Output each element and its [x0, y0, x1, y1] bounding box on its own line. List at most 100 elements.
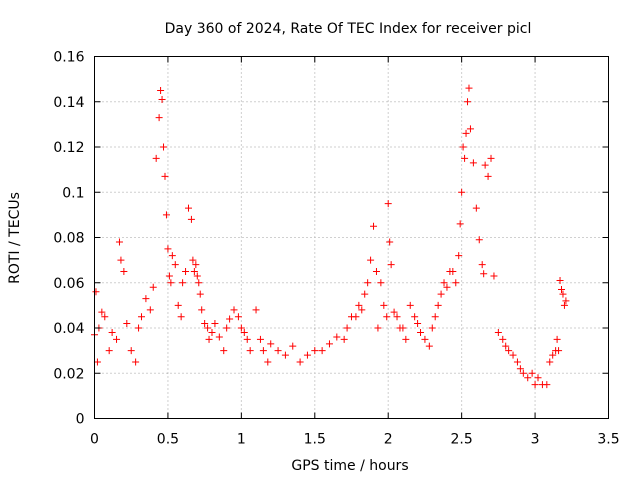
data-point: [519, 369, 527, 377]
data-point: [120, 267, 128, 275]
data-point: [372, 267, 380, 275]
x-tick-label: 3: [531, 432, 540, 448]
data-point: [428, 324, 436, 332]
data-point: [113, 335, 121, 343]
data-point: [475, 236, 483, 244]
data-point: [513, 358, 521, 366]
data-point: [355, 301, 363, 309]
data-point: [402, 335, 410, 343]
data-point: [243, 335, 251, 343]
data-point: [223, 324, 231, 332]
y-axis-title: ROTI / TECUs: [7, 192, 23, 284]
data-point: [220, 347, 228, 355]
data-point: [184, 204, 192, 212]
data-point: [179, 279, 187, 287]
data-point: [195, 279, 203, 287]
data-point: [455, 252, 463, 260]
data-point: [358, 306, 366, 314]
data-point: [205, 335, 213, 343]
data-point: [135, 324, 143, 332]
data-point: [380, 301, 388, 309]
y-tick-label: 0.1: [62, 185, 84, 201]
data-point: [168, 252, 176, 260]
grid: [94, 56, 609, 419]
data-point: [386, 238, 394, 246]
data-point: [425, 342, 433, 350]
data-point: [274, 347, 282, 355]
data-point: [311, 347, 319, 355]
data-point: [399, 324, 407, 332]
data-point: [406, 301, 414, 309]
data-point: [289, 342, 297, 350]
data-point: [434, 301, 442, 309]
data-point: [325, 340, 333, 348]
data-point: [370, 222, 378, 230]
data-point: [256, 335, 264, 343]
data-point: [472, 204, 480, 212]
data-point: [437, 290, 445, 298]
data-point: [281, 351, 289, 359]
data-point: [414, 319, 422, 327]
data-point: [158, 95, 166, 103]
data-point: [208, 329, 216, 337]
data-point: [505, 347, 513, 355]
data-point: [431, 313, 439, 321]
data-point: [449, 267, 457, 275]
data-point: [383, 313, 391, 321]
data-point: [528, 369, 536, 377]
data-point: [516, 365, 524, 373]
data-point: [559, 290, 567, 298]
data-point: [490, 272, 498, 280]
data-point: [267, 340, 275, 348]
data-point: [555, 347, 563, 355]
data-point: [462, 129, 470, 137]
data-point: [93, 358, 101, 366]
data-point: [246, 347, 254, 355]
data-point: [190, 267, 198, 275]
data-point: [487, 154, 495, 162]
data-point: [182, 267, 190, 275]
data-point: [387, 261, 395, 269]
data-point: [240, 329, 248, 337]
data-point: [390, 308, 398, 316]
data-point: [177, 313, 185, 321]
y-tick-label: 0.06: [53, 276, 84, 292]
data-point: [149, 283, 157, 291]
data-point: [318, 347, 326, 355]
data-point: [556, 276, 564, 284]
data-point: [193, 272, 201, 280]
data-point: [443, 283, 451, 291]
data-point: [484, 172, 492, 180]
y-tick-label: 0.08: [53, 231, 84, 247]
x-tick-label: 0.5: [157, 432, 179, 448]
data-point: [132, 358, 140, 366]
data-point: [524, 374, 532, 382]
data-point: [343, 324, 351, 332]
data-point: [440, 279, 448, 287]
data-point: [531, 381, 539, 389]
data-point: [421, 335, 429, 343]
data-point: [459, 143, 467, 151]
data-point: [464, 98, 472, 106]
data-point: [161, 172, 169, 180]
data-point: [361, 290, 369, 298]
data-point: [127, 347, 135, 355]
data-point: [553, 335, 561, 343]
data-point: [211, 319, 219, 327]
data-point: [499, 335, 507, 343]
data-point: [215, 333, 223, 341]
data-point: [137, 313, 145, 321]
y-tick-label: 0.12: [53, 140, 84, 156]
x-tick-label: 1.5: [304, 432, 326, 448]
y-tick-label: 0: [76, 412, 85, 428]
data-point: [461, 154, 469, 162]
data-point: [303, 351, 311, 359]
data-point: [174, 301, 182, 309]
data-point: [562, 297, 570, 305]
data-point: [226, 315, 234, 323]
data-point: [534, 374, 542, 382]
data-point: [165, 272, 173, 280]
data-point: [340, 335, 348, 343]
data-point: [465, 84, 473, 92]
